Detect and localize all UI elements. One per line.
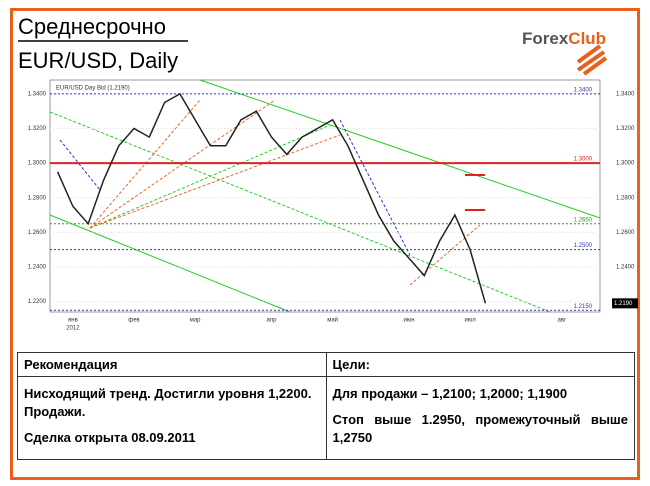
y-tick-label: 1.3000 xyxy=(28,161,47,167)
y-tick-label: 1.2400 xyxy=(28,265,47,271)
table-header: Цели: xyxy=(325,352,635,377)
cell-text: Для продажи – 1,2100; 1,2000; 1,1900 xyxy=(332,386,568,401)
level-label: 1.2150 xyxy=(574,304,593,310)
x-tick-label: июн xyxy=(403,318,414,324)
y-tick-label: 1.3200 xyxy=(28,126,47,132)
page-title: Среднесрочно xyxy=(18,14,166,39)
y-tick-label: 1.3400 xyxy=(28,91,47,97)
table-header: Рекомендация xyxy=(17,352,327,377)
logo-icon xyxy=(576,44,608,76)
y-tick-label: 1.2600 xyxy=(616,230,635,236)
y-tick-label: 1.3200 xyxy=(616,126,635,132)
y-tick-label: 1.2800 xyxy=(616,195,635,201)
x-tick-label: май xyxy=(327,317,338,324)
y-tick-label: 1.2400 xyxy=(616,265,635,271)
level-label: 1.3000 xyxy=(574,157,593,163)
x-tick-label: янв xyxy=(68,318,78,324)
logo-right: Club xyxy=(568,29,606,48)
plot-area xyxy=(49,79,601,313)
x-year-label: 2012 xyxy=(66,326,80,332)
y-tick-label: 1.2800 xyxy=(28,195,47,201)
y-tick-label: 1.2600 xyxy=(28,230,47,236)
logo: ForexClub xyxy=(522,29,606,48)
frame xyxy=(10,8,640,480)
x-tick-label: авг xyxy=(557,318,567,324)
cell-text: Нисходящий тренд. Достигли уровня 1,2200… xyxy=(24,386,312,419)
price-line xyxy=(56,92,487,304)
last-price-label: 1.2190 xyxy=(614,301,633,307)
logo-left: Forex xyxy=(522,29,569,48)
x-tick-label: мар xyxy=(190,318,201,324)
y-tick-label: 1.3000 xyxy=(616,161,635,167)
recommendation-table: Рекомендация Цели: Нисходящий тренд. Дост… xyxy=(17,352,635,460)
x-tick-label: апр xyxy=(267,318,278,324)
level-label: 1.3400 xyxy=(574,87,593,93)
level-label: 1.2650 xyxy=(574,217,593,223)
x-tick-label: фев xyxy=(128,318,139,324)
last-price-box xyxy=(612,298,638,309)
chart-title: EUR/USD Day Bid (1.2190) xyxy=(56,86,130,92)
y-tick-label: 1.2200 xyxy=(28,299,47,305)
level-label: 1.2500 xyxy=(574,243,593,249)
page-subtitle: EUR/USD, Daily xyxy=(18,48,178,73)
y-tick-label: 1.3400 xyxy=(616,91,635,97)
x-tick-label: июл xyxy=(465,318,477,324)
cell-text: Стоп выше 1.2950, промежуточный выше 1,2… xyxy=(332,412,629,445)
cell-text: Сделка открыта 08.09.2011 xyxy=(24,430,196,445)
